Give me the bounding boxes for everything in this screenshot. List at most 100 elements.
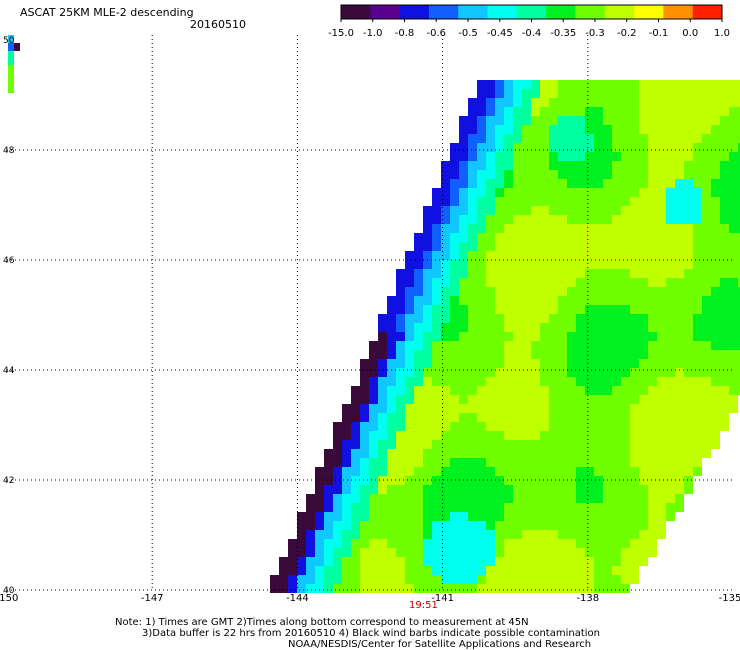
- swath-cell: [549, 575, 558, 584]
- swath-cell: [648, 386, 657, 395]
- swath-cell: [369, 359, 378, 368]
- swath-cell: [594, 566, 603, 575]
- swath-cell: [486, 251, 495, 260]
- swath-cell: [675, 188, 684, 197]
- swath-cell: [468, 179, 477, 188]
- swath-cell: [486, 386, 495, 395]
- swath-cell: [360, 386, 369, 395]
- swath-cell: [459, 170, 468, 179]
- swath-cell: [693, 269, 702, 278]
- swath-cell: [414, 458, 423, 467]
- swath-cell: [648, 431, 657, 440]
- swath-cell: [585, 503, 594, 512]
- swath-cell: [459, 287, 468, 296]
- swath-cell: [459, 152, 468, 161]
- swath-cell: [477, 197, 486, 206]
- swath-cell: [630, 557, 639, 566]
- swath-cell: [648, 494, 657, 503]
- colorbar: -15.0 -1.0 -0.8 -0.6 -0.5 -0.45 -0.4 -0.35 -0.3-…: [328, 4, 730, 39]
- swath-cell: [612, 512, 621, 521]
- swath-cell: [657, 188, 666, 197]
- swath-cell: [585, 368, 594, 377]
- swath-cell: [450, 332, 459, 341]
- swath-cell: [423, 215, 432, 224]
- swath-cell: [639, 269, 648, 278]
- swath-cell: [558, 431, 567, 440]
- swath-cell: [486, 440, 495, 449]
- swath-cell: [540, 296, 549, 305]
- swath-cell: [594, 242, 603, 251]
- swath-cell: [396, 386, 405, 395]
- swath-cell: [576, 260, 585, 269]
- swath-cell: [540, 431, 549, 440]
- swath-cell: [315, 512, 324, 521]
- colorbar-segment: [634, 5, 664, 19]
- swath-cell: [306, 557, 315, 566]
- swath-cell: [450, 359, 459, 368]
- swath-cell: [486, 359, 495, 368]
- swath-cell: [459, 206, 468, 215]
- swath-cell: [486, 134, 495, 143]
- swath-cell: [396, 287, 405, 296]
- swath-cell: [486, 314, 495, 323]
- swath-cell: [666, 350, 675, 359]
- swath-cell: [387, 323, 396, 332]
- swath-cell: [405, 530, 414, 539]
- swath-cell: [657, 368, 666, 377]
- swath-cell: [621, 215, 630, 224]
- swath-cell: [540, 377, 549, 386]
- swath-cell: [639, 197, 648, 206]
- swath-cell: [594, 530, 603, 539]
- swath-cell: [684, 269, 693, 278]
- swath-cell: [702, 233, 711, 242]
- swath-cell: [639, 494, 648, 503]
- swath-cell: [333, 485, 342, 494]
- swath-cell: [639, 350, 648, 359]
- swath-cell: [477, 575, 486, 584]
- swath-cell: [594, 116, 603, 125]
- swath-cell: [387, 440, 396, 449]
- swath-cell: [468, 251, 477, 260]
- swath-cell: [558, 368, 567, 377]
- swath-cell: [576, 224, 585, 233]
- swath-cell: [630, 98, 639, 107]
- swath-cell: [630, 413, 639, 422]
- swath-cell: [711, 305, 720, 314]
- swath-cell: [558, 512, 567, 521]
- swath-cell: [612, 260, 621, 269]
- swath-cell: [423, 503, 432, 512]
- swath-cell: [396, 296, 405, 305]
- swath-cell: [702, 197, 711, 206]
- swath-cell: [729, 143, 738, 152]
- swath-cell: [414, 404, 423, 413]
- swath-cell: [540, 566, 549, 575]
- swath-cell: [414, 305, 423, 314]
- swath-cell: [648, 503, 657, 512]
- swath-cell: [468, 116, 477, 125]
- swath-cell: [441, 242, 450, 251]
- swath-cell: [414, 449, 423, 458]
- swath-cell: [666, 287, 675, 296]
- swath-cell: [738, 323, 740, 332]
- swath-cell: [540, 80, 549, 89]
- swath-cell: [513, 503, 522, 512]
- swath-cell: [576, 521, 585, 530]
- swath-cell: [702, 98, 711, 107]
- swath-cell: [378, 332, 387, 341]
- colorbar-segment: [546, 5, 576, 19]
- swath-cell: [576, 431, 585, 440]
- colorbar-segment: [487, 5, 518, 19]
- swath-cell: [270, 575, 279, 584]
- swath-cell: [522, 278, 531, 287]
- swath-cell: [585, 188, 594, 197]
- swath-cell: [630, 503, 639, 512]
- swath-cell: [540, 341, 549, 350]
- swath-cell: [612, 152, 621, 161]
- swath-cell: [513, 341, 522, 350]
- swath-cell: [567, 287, 576, 296]
- colorbar-label: -0.8: [395, 28, 415, 39]
- swath-cell: [549, 107, 558, 116]
- swath-cell: [540, 107, 549, 116]
- swath-cell: [423, 431, 432, 440]
- swath-cell: [603, 89, 612, 98]
